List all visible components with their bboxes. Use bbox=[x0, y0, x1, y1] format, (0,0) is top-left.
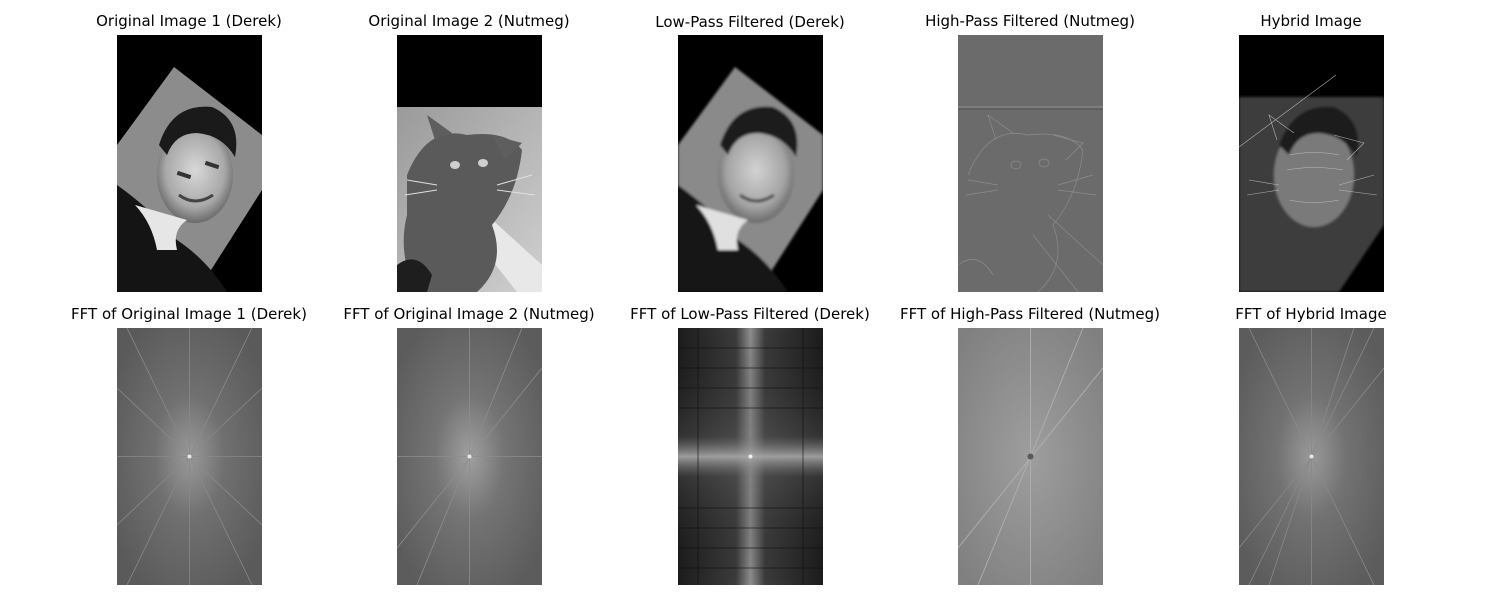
panel-fft-high-pass bbox=[958, 328, 1103, 585]
panel-title-original-2: Original Image 2 (Nutmeg) bbox=[368, 12, 570, 30]
panel-fft-original-1 bbox=[117, 328, 262, 585]
panel-fft-hybrid bbox=[1239, 328, 1384, 585]
portrait-man-blurred-image bbox=[678, 35, 823, 292]
panel-title-fft-hybrid: FFT of Hybrid Image bbox=[1235, 305, 1387, 323]
panel-title-fft-original-1: FFT of Original Image 1 (Derek) bbox=[71, 305, 307, 323]
panel-title-original-1: Original Image 1 (Derek) bbox=[96, 12, 282, 30]
panel-title-fft-original-2: FFT of Original Image 2 (Nutmeg) bbox=[343, 305, 595, 323]
fft-spectrum-highpass-image bbox=[958, 328, 1103, 585]
portrait-man-image bbox=[117, 35, 262, 292]
panel-original-1 bbox=[117, 35, 262, 292]
panel-low-pass bbox=[678, 35, 823, 292]
panel-title-low-pass: Low-Pass Filtered (Derek) bbox=[655, 13, 845, 31]
panel-high-pass bbox=[958, 35, 1103, 292]
fft-spectrum-image bbox=[117, 328, 262, 585]
panel-title-fft-low-pass: FFT of Low-Pass Filtered (Derek) bbox=[630, 305, 870, 323]
panel-title-fft-high-pass: FFT of High-Pass Filtered (Nutmeg) bbox=[899, 305, 1160, 323]
fft-spectrum-image bbox=[1239, 328, 1384, 585]
cat-edges-image bbox=[958, 35, 1103, 292]
panel-fft-original-2 bbox=[397, 328, 542, 585]
panel-title-hybrid: Hybrid Image bbox=[1260, 12, 1362, 30]
panel-original-2 bbox=[397, 35, 542, 292]
panel-fft-low-pass bbox=[678, 328, 823, 585]
cat-image bbox=[397, 35, 542, 292]
panel-hybrid bbox=[1239, 35, 1384, 292]
panel-title-high-pass: High-Pass Filtered (Nutmeg) bbox=[925, 12, 1135, 30]
hybrid-image bbox=[1239, 35, 1384, 292]
fft-spectrum-lowpass-image bbox=[678, 328, 823, 585]
fft-spectrum-image bbox=[397, 328, 542, 585]
